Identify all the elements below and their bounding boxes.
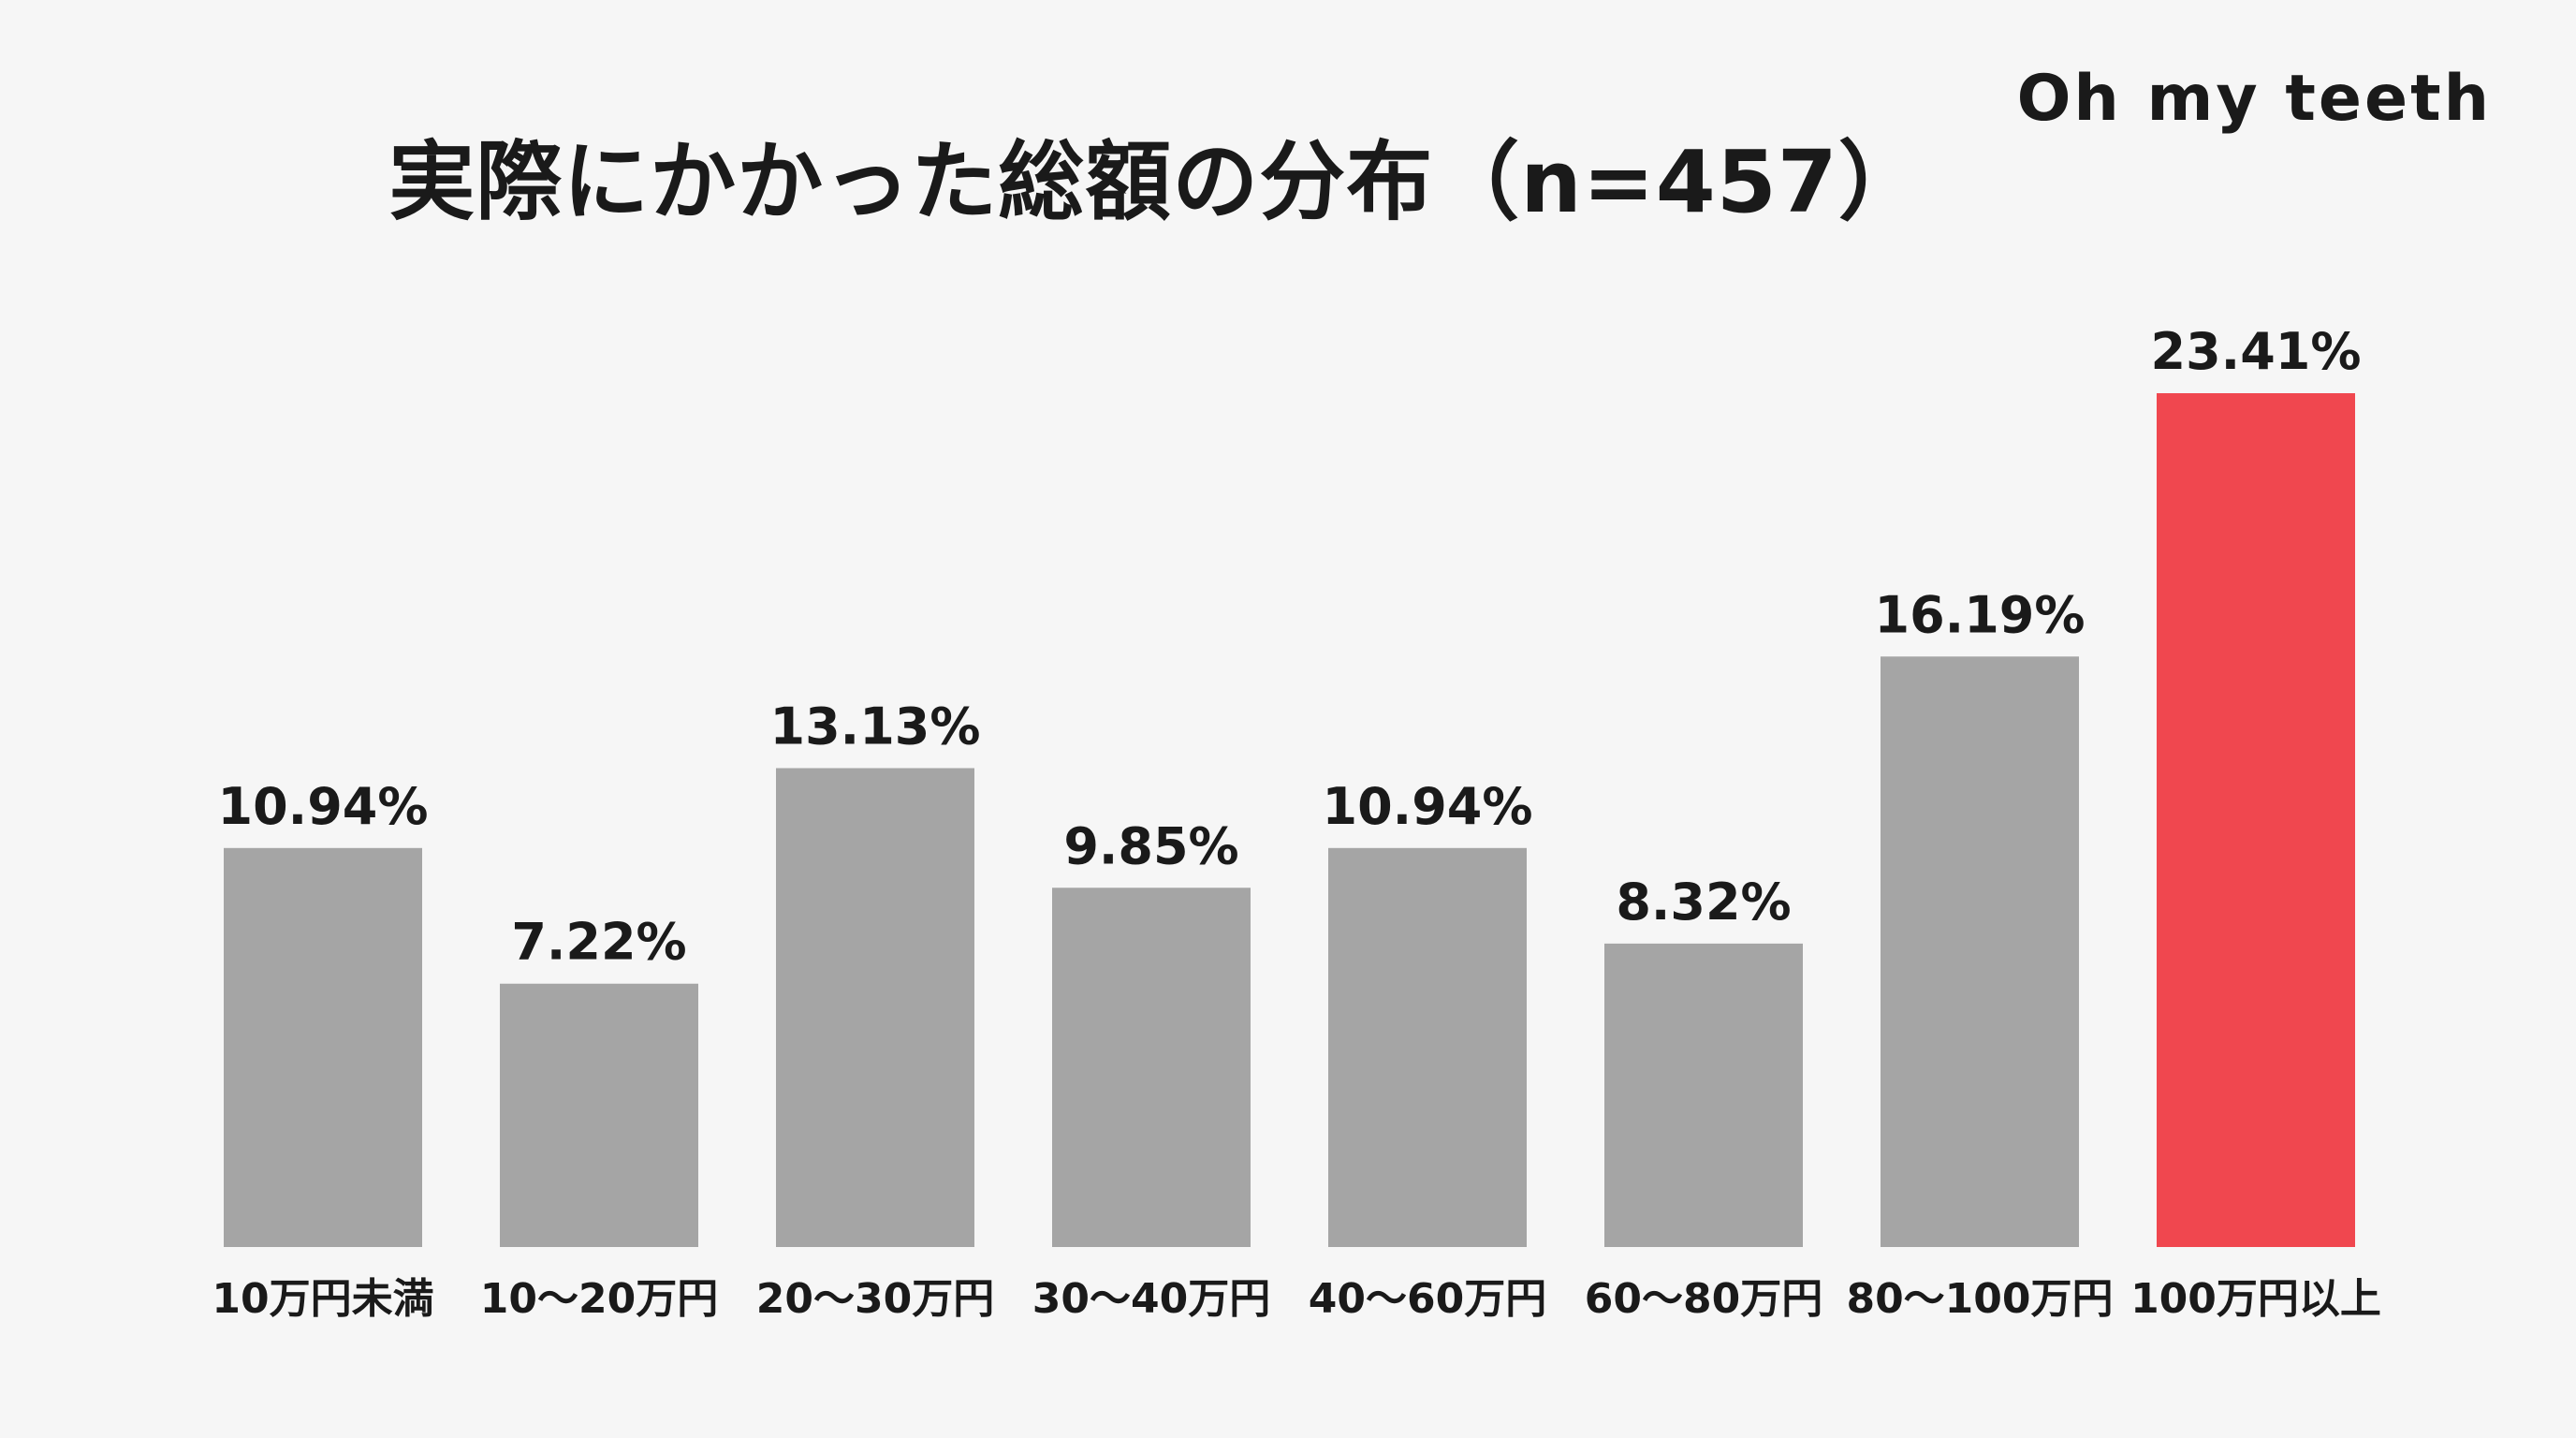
value-label-6: 8.32%: [1616, 873, 1791, 932]
category-label-2: 10〜20万円: [480, 1275, 718, 1323]
bar-7: [1881, 656, 2079, 1247]
brand-logo-text: Oh my teeth: [2016, 62, 2492, 136]
category-label-6: 60〜80万円: [1585, 1275, 1822, 1323]
value-label-2: 7.22%: [511, 913, 686, 972]
value-label-4: 9.85%: [1063, 816, 1238, 875]
value-label-5: 10.94%: [1323, 777, 1533, 836]
category-label-3: 20〜30万円: [756, 1275, 994, 1323]
bar-8: [2157, 393, 2355, 1247]
bar-5: [1328, 847, 1527, 1247]
category-label-8: 100万円以上: [2130, 1275, 2381, 1323]
value-label-3: 13.13%: [770, 697, 981, 756]
bar-3: [776, 768, 974, 1247]
bar-4: [1052, 888, 1251, 1247]
bar-1: [224, 847, 422, 1247]
value-label-7: 16.19%: [1875, 585, 2086, 644]
chart-title: 実際にかかった総額の分布（n=457）: [388, 132, 1925, 232]
category-label-5: 40〜60万円: [1309, 1275, 1546, 1323]
category-label-7: 80〜100万円: [1846, 1275, 2113, 1323]
category-label-1: 10万円未満: [212, 1275, 433, 1323]
value-label-8: 23.41%: [2151, 322, 2362, 381]
category-label-4: 30〜40万円: [1032, 1275, 1270, 1323]
value-label-1: 10.94%: [218, 777, 429, 836]
bar-2: [500, 983, 698, 1247]
bar-6: [1604, 943, 1803, 1247]
